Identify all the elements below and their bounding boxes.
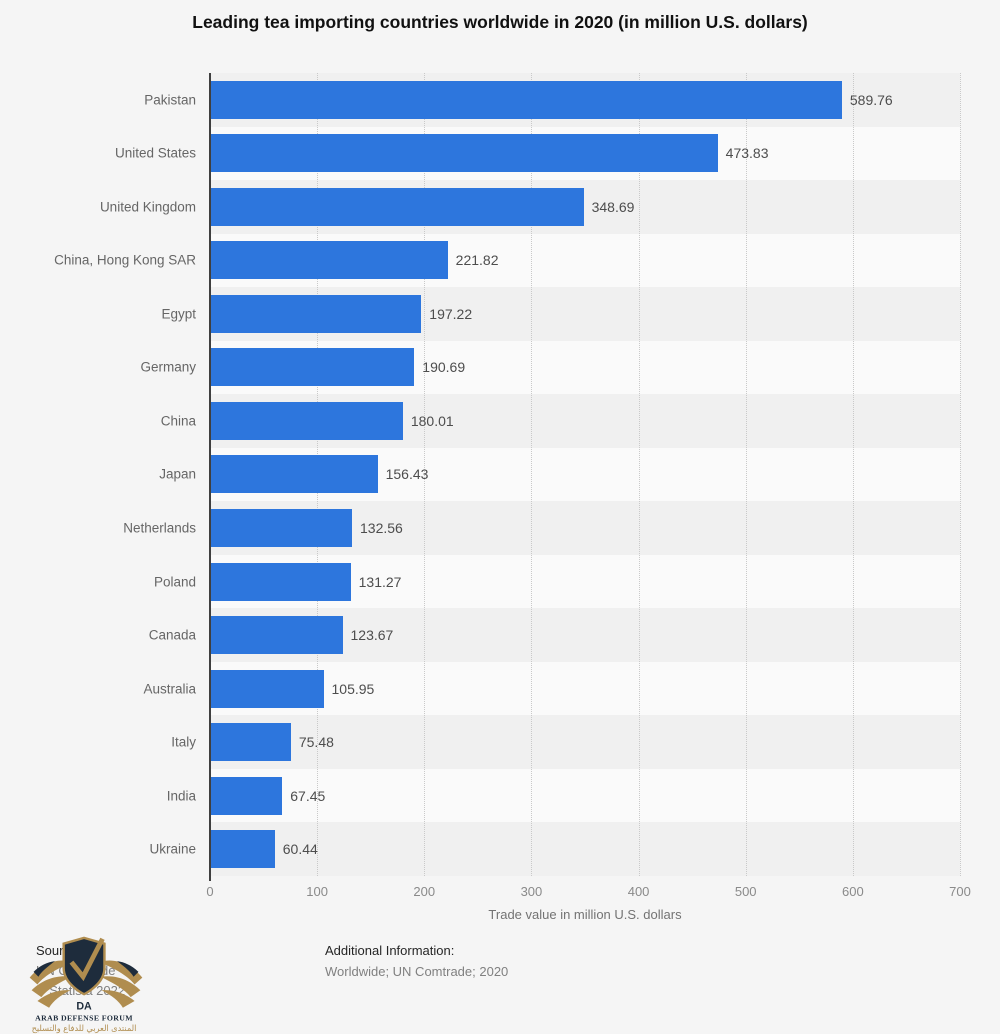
x-tick-label: 500 [734, 884, 757, 899]
bar [210, 509, 353, 548]
bar [210, 830, 275, 869]
value-label: 123.67 [350, 627, 394, 644]
row-band [210, 768, 960, 823]
chart-row: Netherlands 132.56 [123, 501, 960, 555]
gridline [424, 73, 426, 876]
x-tick-label: 700 [949, 884, 971, 899]
bar [210, 241, 448, 280]
x-tick-label: 100 [306, 884, 328, 899]
additional-info-block: Additional Information: Worldwide; UN Co… [325, 943, 508, 979]
bar [210, 562, 351, 601]
additional-info-text: Worldwide; UN Comtrade; 2020 [325, 964, 509, 979]
bar [210, 616, 343, 655]
gridline [745, 73, 747, 876]
value-label: 131.27 [358, 573, 402, 590]
chart-row: China 180.01 [161, 394, 960, 448]
chart-row: Italy 75.48 [171, 715, 960, 769]
value-label: 75.48 [298, 734, 334, 751]
value-label: 132.56 [360, 520, 403, 537]
watermark-monogram: DA [76, 1001, 92, 1013]
value-label: 60.44 [282, 841, 318, 858]
value-label: 67.45 [290, 787, 326, 804]
row-band [210, 715, 960, 769]
category-label: Poland [153, 574, 196, 590]
category-label: Pakistan [144, 92, 196, 108]
chart-row: Ukraine 60.44 [149, 822, 960, 876]
bar [210, 134, 718, 173]
value-label: 221.82 [455, 252, 499, 269]
category-label: Germany [140, 359, 196, 375]
x-tick-label: 300 [520, 884, 543, 899]
value-label: 589.76 [849, 91, 893, 108]
chart-row: United States 473.83 [115, 127, 960, 181]
y-axis-line [209, 73, 211, 881]
chart-row: Pakistan 589.76 [144, 73, 960, 127]
bar [210, 80, 842, 119]
category-label: China [160, 413, 196, 429]
category-label: Italy [171, 734, 196, 750]
bar [210, 348, 415, 387]
x-axis-ticks: 0 100 200 300 400 500 600 700 [206, 884, 970, 900]
chart-title: Leading tea importing countries worldwid… [192, 12, 808, 32]
category-label: Ukraine [149, 841, 196, 857]
category-label: United Kingdom [99, 199, 196, 215]
watermark-name-ar: المنتدى العربي للدفاع والتسليح [32, 1024, 137, 1033]
value-label: 197.22 [429, 305, 473, 322]
chart-row: Germany 190.69 [140, 341, 960, 395]
x-tick-label: 200 [413, 884, 436, 899]
bar [210, 294, 422, 333]
arab-defense-forum-watermark-logo: DA ARAB DEFENSE FORUM المنتدى العربي للد… [29, 936, 143, 1033]
chart-row: Canada 123.67 [149, 608, 960, 662]
chart-row: India 67.45 [167, 769, 960, 823]
category-label: Canada [148, 627, 196, 643]
gridline [531, 73, 533, 876]
category-label: Japan [159, 466, 196, 482]
wing-left-icon [29, 960, 73, 1008]
chart-row: United Kingdom 348.69 [100, 180, 960, 234]
bar [210, 455, 378, 494]
x-axis-title: Trade value in million U.S. dollars [488, 907, 682, 922]
watermark-name-en: ARAB DEFENSE FORUM [35, 1013, 133, 1022]
category-label: China, Hong Kong SAR [54, 252, 196, 268]
gridline [852, 73, 854, 876]
x-tick-label: 600 [841, 884, 864, 899]
chart-row: Poland 131.27 [154, 555, 960, 609]
chart-row: Egypt 197.22 [161, 287, 960, 341]
value-label: 180.01 [410, 412, 454, 429]
bar [210, 723, 291, 762]
wing-right-icon [99, 960, 143, 1008]
gridline [960, 73, 961, 876]
value-label: 105.95 [331, 680, 375, 697]
chart-row: Japan 156.43 [159, 448, 960, 502]
additional-info-label: Additional Information: [325, 943, 455, 958]
category-label: Australia [143, 681, 196, 697]
category-label: India [166, 788, 196, 804]
gridline [638, 73, 640, 876]
bar [210, 187, 584, 226]
bar [210, 401, 403, 440]
row-band [210, 822, 960, 876]
category-label: United States [114, 145, 196, 161]
category-label: Egypt [161, 306, 196, 322]
shield-icon [62, 936, 106, 996]
bar [210, 669, 324, 708]
bar [210, 776, 283, 815]
value-label: 190.69 [422, 359, 466, 376]
chart-row: China, Hong Kong SAR 221.82 [54, 234, 960, 288]
chart-row: Australia 105.95 [143, 662, 960, 716]
x-tick-label: 400 [627, 884, 650, 899]
category-label: Netherlands [123, 520, 196, 536]
value-label: 348.69 [591, 198, 635, 215]
x-tick-label: 0 [206, 884, 214, 899]
row-band [210, 661, 960, 716]
value-label: 156.43 [385, 466, 429, 483]
value-label: 473.83 [725, 145, 769, 162]
plot-area: Pakistan 589.76 United States 473.83 United … [54, 73, 961, 876]
